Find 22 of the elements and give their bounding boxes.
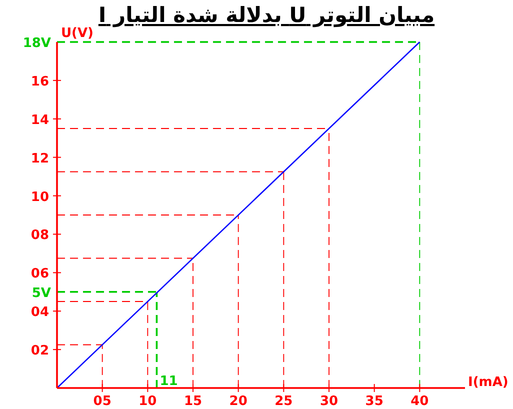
y-axis-title: U(V) <box>61 26 94 41</box>
x-tick-label: 15 <box>184 394 202 409</box>
ref-line-label: 11 <box>160 374 178 389</box>
x-axis-title: I(mA) <box>468 375 508 390</box>
y-tick-label: 12 <box>30 151 49 166</box>
ref-line-label: 18V <box>22 36 51 51</box>
y-tick-label: 02 <box>30 344 49 359</box>
x-tick-label: 35 <box>365 394 384 409</box>
y-tick-label: 04 <box>30 305 49 320</box>
x-tick-label: 30 <box>320 394 338 409</box>
y-tick-label: 10 <box>30 190 49 205</box>
x-tick-label: 20 <box>229 394 248 409</box>
y-tick-label: 16 <box>30 74 49 90</box>
x-tick-label: 25 <box>274 394 293 409</box>
x-tick-label: 10 <box>138 394 157 409</box>
ref-line-label: 5V <box>32 286 51 301</box>
x-tick-label: 40 <box>410 394 429 409</box>
x-tick-label: 05 <box>93 394 112 409</box>
y-tick-label: 08 <box>30 228 49 244</box>
y-tick-label: 06 <box>30 266 49 282</box>
y-tick-label: 14 <box>30 112 49 128</box>
chart-title: مبيان التوتر U بدلالة شدة التيار I <box>98 3 435 28</box>
